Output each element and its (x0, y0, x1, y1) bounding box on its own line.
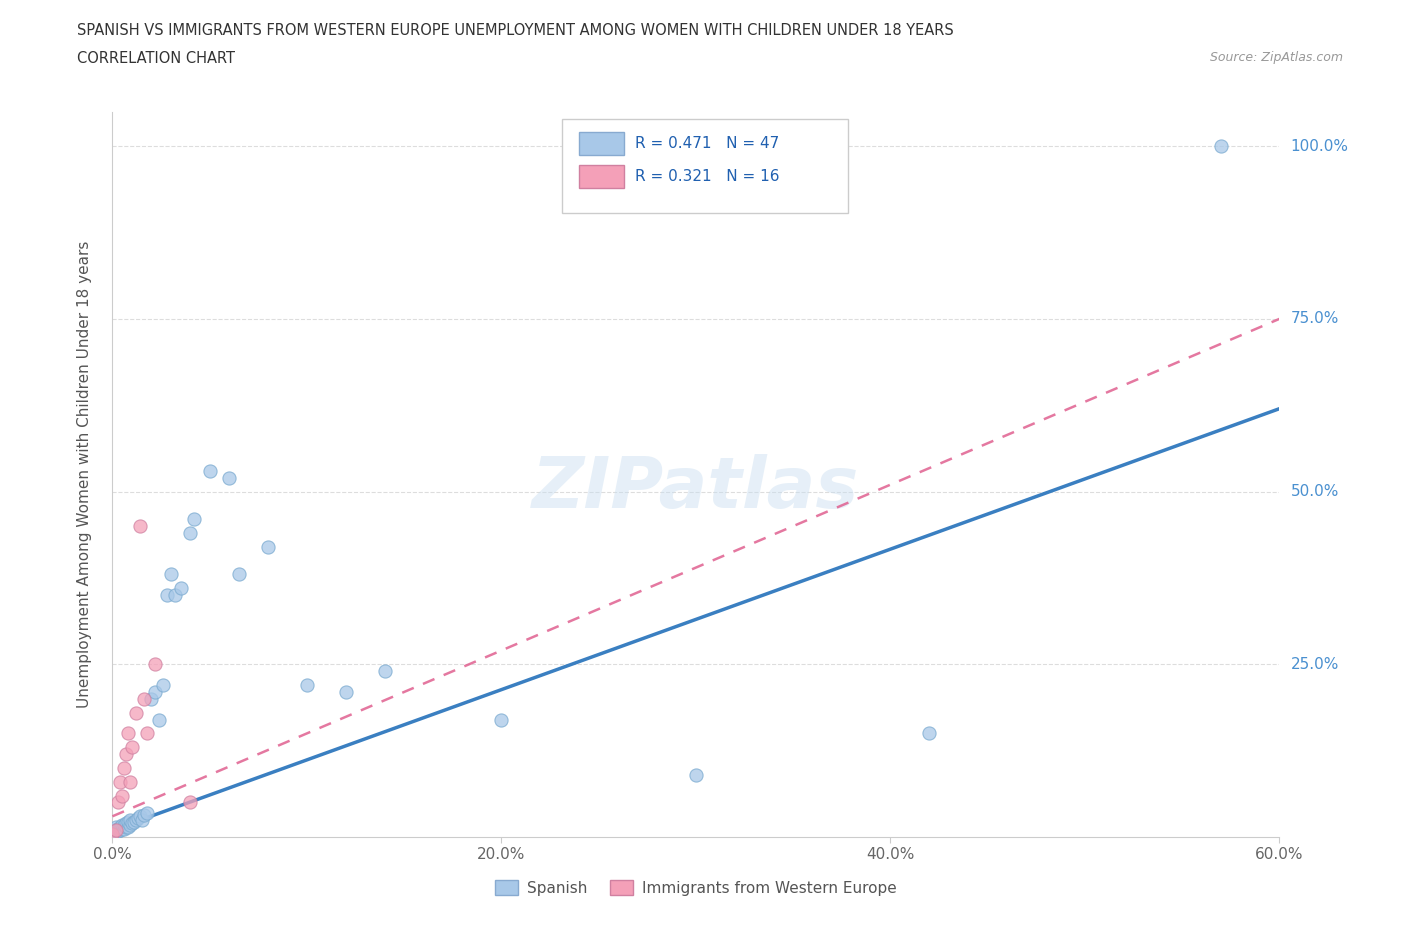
Text: SPANISH VS IMMIGRANTS FROM WESTERN EUROPE UNEMPLOYMENT AMONG WOMEN WITH CHILDREN: SPANISH VS IMMIGRANTS FROM WESTERN EUROP… (77, 23, 955, 38)
Text: 75.0%: 75.0% (1291, 312, 1339, 326)
Point (183, 512, 205, 526)
Point (143, 684, 166, 699)
FancyBboxPatch shape (562, 119, 848, 213)
Point (115, 819, 138, 834)
Point (111, 788, 134, 803)
Text: R = 0.321   N = 16: R = 0.321 N = 16 (636, 168, 780, 183)
Point (112, 817, 135, 832)
Point (101, 826, 124, 841)
Point (107, 795, 129, 810)
Point (257, 539, 280, 554)
Point (128, 809, 150, 824)
Point (117, 815, 139, 830)
Point (103, 823, 125, 838)
Point (111, 817, 134, 832)
Point (179, 525, 201, 540)
Point (105, 819, 128, 834)
Point (107, 824, 129, 839)
Point (105, 823, 128, 838)
Point (335, 684, 357, 699)
Point (112, 761, 135, 776)
Text: CORRELATION CHART: CORRELATION CHART (77, 51, 235, 66)
Point (127, 810, 149, 825)
Point (117, 726, 139, 741)
Point (105, 823, 128, 838)
Point (128, 519, 150, 534)
Point (160, 567, 183, 582)
Point (117, 819, 139, 834)
Point (118, 817, 141, 832)
Text: Source: ZipAtlas.com: Source: ZipAtlas.com (1209, 51, 1343, 64)
Point (110, 819, 132, 834)
Text: R = 0.471   N = 47: R = 0.471 N = 47 (636, 136, 779, 151)
Point (141, 691, 163, 706)
Point (115, 747, 138, 762)
Point (132, 807, 155, 822)
Point (115, 816, 138, 830)
Point (136, 805, 159, 820)
Point (198, 463, 221, 478)
Point (148, 712, 170, 727)
Text: 25.0%: 25.0% (1291, 657, 1339, 671)
Point (112, 821, 135, 836)
Point (118, 812, 141, 827)
Point (491, 712, 513, 727)
Point (374, 664, 396, 679)
Point (1209, 139, 1232, 153)
Point (110, 775, 132, 790)
Point (125, 705, 148, 720)
Point (179, 795, 201, 810)
Point (101, 826, 124, 841)
Point (121, 816, 143, 830)
Point (169, 581, 191, 596)
Y-axis label: Unemployment Among Women with Children Under 18 years: Unemployment Among Women with Children U… (77, 241, 91, 708)
Point (110, 823, 132, 838)
Point (228, 567, 250, 582)
FancyBboxPatch shape (579, 132, 624, 155)
Point (156, 588, 179, 603)
Point (121, 739, 143, 754)
Point (136, 726, 159, 741)
Point (122, 815, 145, 830)
Point (143, 657, 166, 671)
FancyBboxPatch shape (579, 165, 624, 188)
Point (918, 726, 941, 741)
Point (125, 812, 148, 827)
Point (152, 678, 174, 693)
Point (131, 812, 153, 827)
Point (111, 821, 134, 836)
Point (163, 588, 186, 603)
Legend: Spanish, Immigrants from Western Europe: Spanish, Immigrants from Western Europe (489, 873, 903, 902)
Point (685, 767, 707, 782)
Text: 50.0%: 50.0% (1291, 485, 1339, 499)
Point (295, 678, 318, 693)
Text: ZIPatlas: ZIPatlas (533, 455, 859, 524)
Point (107, 821, 129, 836)
Point (118, 775, 141, 790)
Text: 100.0%: 100.0% (1291, 139, 1348, 153)
Point (132, 691, 155, 706)
Point (218, 471, 240, 485)
